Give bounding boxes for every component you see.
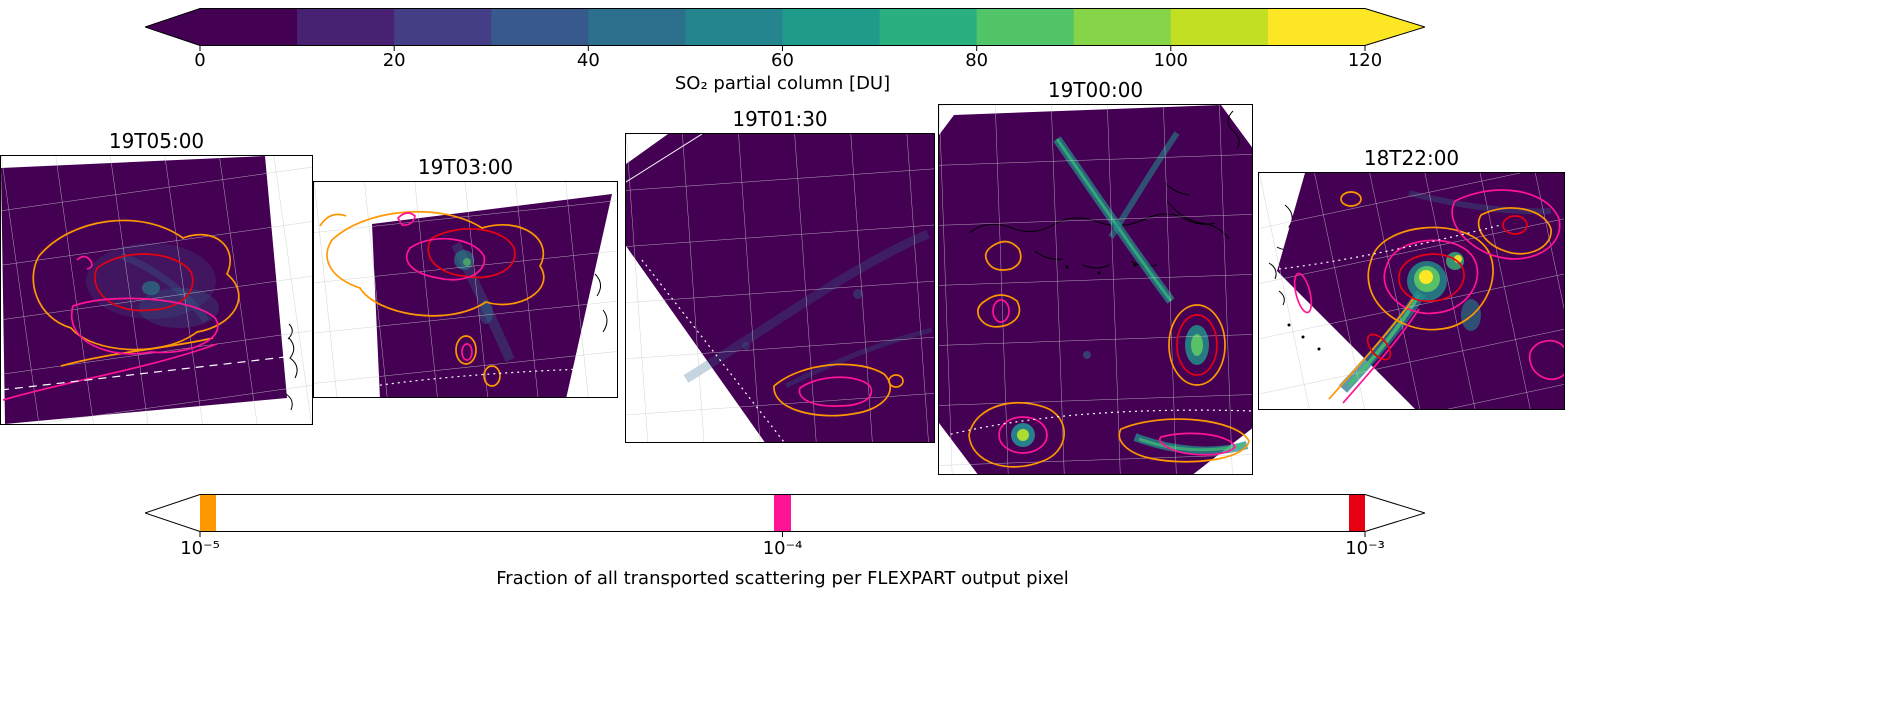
flexpart-level-marker-red [1349,495,1365,531]
colorbar-segment [1267,8,1365,46]
tick-label: 60 [771,50,794,71]
colorbar-segment [685,8,784,46]
colorbar-tickmarks [199,45,1366,51]
graticule [626,134,934,442]
colorbar-segment [1073,8,1172,46]
flexpart-contours [968,240,1250,468]
panel-title-19T0500: 19T05:00 [108,129,205,153]
colorbar-over-arrow [1365,8,1425,46]
colorbar-segment [976,8,1075,46]
graticule [314,182,617,397]
tick-label: 10⁻³ [1345,538,1385,559]
so2-colorbar [145,8,1425,51]
colorbar-segment [1170,8,1269,46]
flexpart-contours [2,219,240,401]
tick-label: 20 [382,50,406,71]
flexpart-level-marker-orange [200,495,216,531]
flexpart-contours [319,210,545,387]
flexpart-over-arrow [1365,494,1425,532]
flexpart-colorbar-label: Fraction of all transported scattering p… [496,568,1069,589]
orbit-track [373,367,617,387]
tick-label: 10⁻⁴ [762,538,803,559]
colorbar-segment [491,8,590,46]
so2-colorbar-label: SO₂ partial column [DU] [674,73,891,94]
flexpart-contours [773,363,904,417]
tick-label: 10⁻⁵ [180,538,220,559]
tick-label: 40 [576,50,600,71]
colorbar-segment [588,8,687,46]
map-panel-19T0300 [313,181,618,398]
panel-title-19T0000: 19T00:00 [1047,78,1144,102]
panel-title-19T0130: 19T01:30 [732,107,828,131]
flexpart-colorbar [145,494,1425,537]
flexpart-contours [1293,189,1564,404]
map-panel-18T2200 [1258,172,1565,410]
colorbar-segments [200,8,1365,46]
map-panel-19T0130 [625,133,935,443]
colorbar-segment [297,8,396,46]
colorbar-segment [394,8,493,46]
colorbar-segment [200,8,298,46]
colorbar-segment [879,8,978,46]
orbit-track [1,353,312,391]
tick-label: 0 [194,50,206,71]
flexpart-level-marker-magenta [774,495,791,531]
map-panel-19T0500 [0,155,313,425]
orbit-track [641,259,785,442]
flexpart-tickmarks [199,531,1366,537]
flexpart-colorbar-ticklabels: 10⁻⁵ 10⁻⁴ 10⁻³ [180,538,1385,560]
graticule [939,105,1252,474]
colorbar-under-arrow [145,8,200,46]
tick-label: 100 [1153,50,1189,71]
tick-label: 80 [965,50,989,71]
flexpart-under-arrow [145,494,200,532]
panel-title-19T0300: 19T03:00 [417,155,514,179]
graticule [1,156,312,424]
orbit-track [939,409,1252,438]
orbit-track [1278,224,1502,270]
colorbar-segment [782,8,881,46]
tick-label: 120 [1347,50,1383,71]
so2-colorbar-ticklabels: 0 20 40 60 80 100 120 [194,50,1382,72]
panel-title-18T2200: 18T22:00 [1363,146,1460,170]
map-panel-19T0000 [938,104,1253,475]
